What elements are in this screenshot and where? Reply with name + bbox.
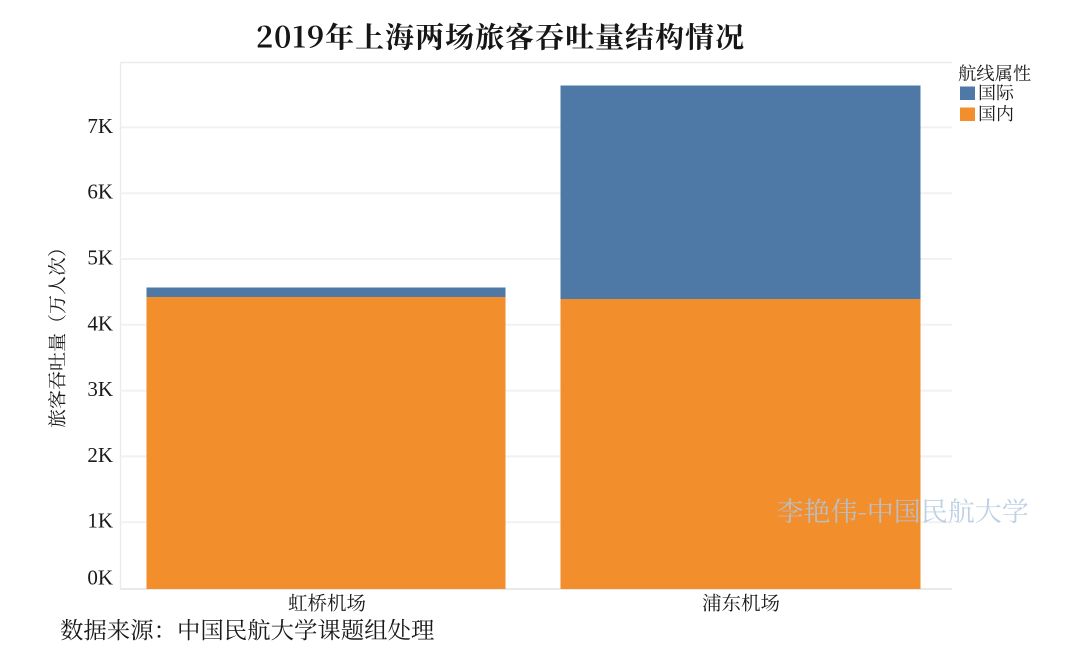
svg-text:3K: 3K (87, 377, 113, 401)
svg-text:1K: 1K (87, 509, 113, 533)
svg-text:4K: 4K (87, 311, 113, 335)
svg-text:0K: 0K (87, 566, 113, 590)
svg-text:7K: 7K (87, 114, 113, 138)
svg-text:6K: 6K (87, 180, 113, 204)
svg-text:5K: 5K (87, 246, 113, 270)
svg-text:2K: 2K (87, 443, 113, 467)
